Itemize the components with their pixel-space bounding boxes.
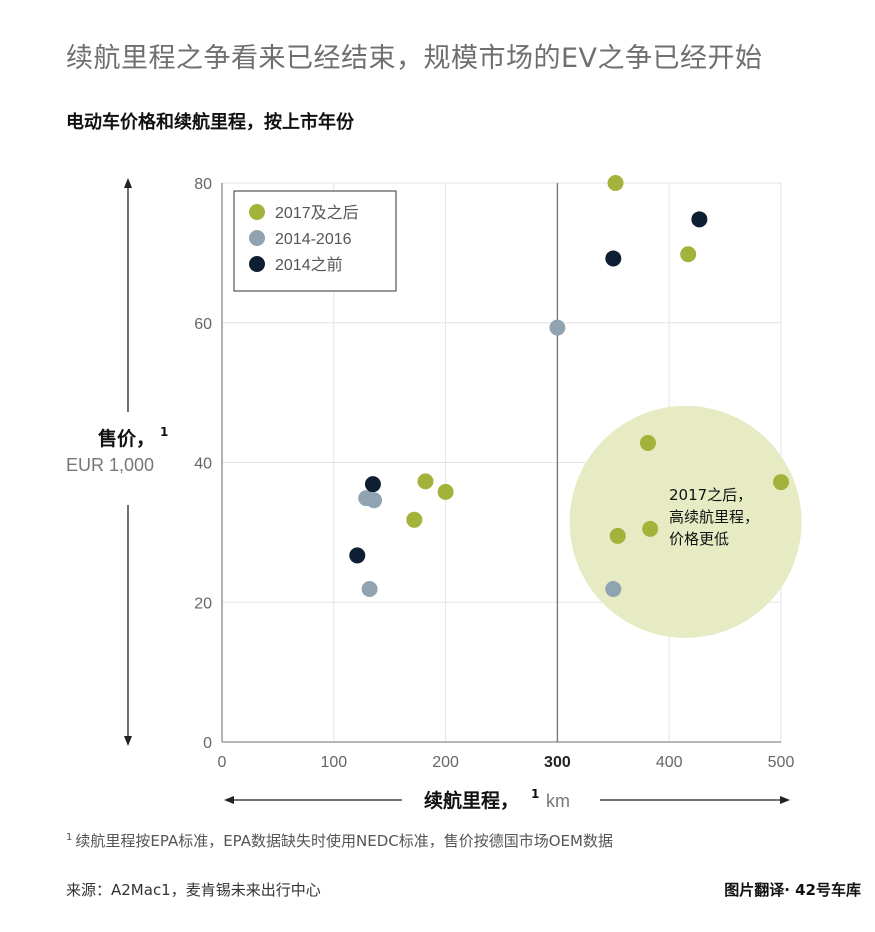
x-tick-label: 0 xyxy=(218,754,227,771)
legend-marker xyxy=(249,230,265,246)
x-axis-arrow xyxy=(224,796,790,804)
data-point xyxy=(437,483,454,500)
x-tick-label: 200 xyxy=(432,754,459,771)
y-axis-unit: EUR 1,000 xyxy=(66,455,154,475)
y-axis-label: 售价， xyxy=(97,427,155,450)
data-point xyxy=(417,473,434,490)
y-axis-arrow xyxy=(124,178,132,746)
x-axis-label: 续航里程， xyxy=(424,789,519,812)
legend-marker xyxy=(249,204,265,220)
footnote-text: 续航里程按EPA标准，EPA数据缺失时使用NEDC标准，售价按德国市场OEM数据 xyxy=(75,832,613,850)
translation-credit: 图片翻译· 42号车库 xyxy=(724,881,861,899)
data-point xyxy=(605,580,622,597)
x-axis-unit: km xyxy=(546,791,570,811)
data-point xyxy=(642,520,659,537)
legend-label: 2017及之后 xyxy=(275,204,359,222)
data-point xyxy=(361,580,378,597)
data-point xyxy=(364,476,381,493)
annotation-line: 价格更低 xyxy=(669,530,729,548)
data-point xyxy=(349,547,366,564)
data-points xyxy=(349,175,789,597)
y-tick-label: 20 xyxy=(194,595,212,612)
data-point xyxy=(607,175,624,191)
highlight-annotation: 2017之后， 高续航里程， 价格更低 xyxy=(669,486,759,548)
data-point xyxy=(609,527,626,544)
page-headline: 续航里程之争看来已经结束，规模市场的EV之争已经开始 xyxy=(66,43,763,74)
footnote-marker: 1 xyxy=(66,832,73,843)
y-tick-label: 60 xyxy=(194,316,212,333)
x-tick-label: 300 xyxy=(544,754,571,771)
x-tick-label: 100 xyxy=(320,754,347,771)
axis-ticks: 0 100 200 300 400 500 0 20 40 60 80 xyxy=(194,176,794,771)
data-point xyxy=(605,250,622,267)
legend-marker xyxy=(249,256,265,272)
source-note: 来源：A2Mac1，麦肯锡未来出行中心 xyxy=(66,881,321,899)
y-axis-label-sup: 1 xyxy=(160,425,168,439)
legend-label: 2014-2016 xyxy=(275,231,352,248)
data-point xyxy=(366,492,383,509)
data-point xyxy=(406,511,423,528)
highlight-bubble xyxy=(569,405,802,638)
footnote: 1 续航里程按EPA标准，EPA数据缺失时使用NEDC标准，售价按德国市场OEM数… xyxy=(66,830,613,851)
data-point xyxy=(773,474,789,491)
data-point xyxy=(680,246,697,263)
x-tick-label: 500 xyxy=(768,754,795,771)
legend-label: 2014之前 xyxy=(275,256,343,274)
data-point xyxy=(639,434,656,451)
y-tick-label: 40 xyxy=(194,456,212,473)
annotation-line: 高续航里程， xyxy=(669,508,759,526)
data-point xyxy=(691,211,708,228)
data-point xyxy=(549,319,566,336)
x-axis-label-sup: 1 xyxy=(531,787,539,801)
y-tick-label: 0 xyxy=(203,735,212,752)
legend: 2017及之后 2014-2016 2014之前 xyxy=(233,190,397,292)
y-tick-label: 80 xyxy=(194,176,212,193)
annotation-line: 2017之后， xyxy=(669,486,752,504)
x-tick-label: 400 xyxy=(656,754,683,771)
chart-title: 电动车价格和续航里程，按上市年份 xyxy=(66,112,354,133)
